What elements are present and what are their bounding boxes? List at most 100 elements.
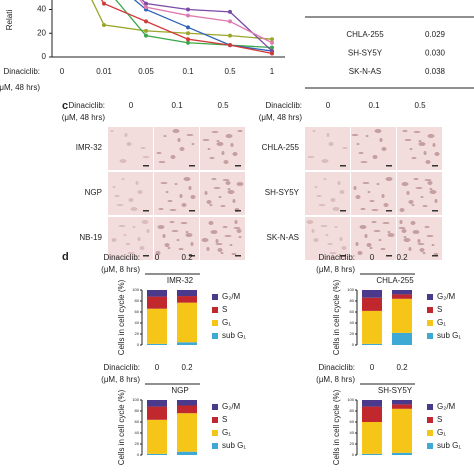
y-axis-label: Cells in cell cycle (%) — [117, 279, 126, 355]
data-point — [186, 40, 190, 45]
cell — [233, 227, 241, 229]
dose-label: 0.5 — [217, 101, 229, 110]
treatment-unit: (μM, 48 hrs) — [0, 83, 40, 92]
bar-segment — [362, 406, 382, 422]
scale-bar — [189, 255, 195, 257]
treatment-unit: (μM, 48 hrs) — [62, 113, 106, 122]
treatment-label: Dinaciclib: — [319, 363, 355, 372]
bar-segment — [177, 400, 197, 406]
cell — [186, 134, 194, 136]
legend-swatch — [212, 404, 218, 410]
chart-title: SH-SY5Y — [378, 386, 413, 395]
cell — [371, 221, 377, 223]
cell — [208, 221, 214, 225]
cell — [130, 207, 138, 211]
cell — [357, 251, 363, 255]
data-line — [141, 0, 273, 52]
legend-label: sub G₁ — [437, 331, 461, 340]
line-series-group — [91, 0, 274, 56]
treatment-label: Dinaciclib: — [69, 101, 105, 110]
data-point — [270, 40, 274, 45]
micrograph — [200, 127, 245, 170]
cell — [181, 203, 187, 207]
cell-line-label: NGP — [85, 188, 102, 197]
x-tick-label: 0.2 — [181, 363, 193, 372]
treatment-label: Dinaciclib: — [266, 101, 302, 110]
bar-segment — [147, 419, 167, 454]
cell — [218, 196, 222, 198]
cell — [320, 225, 328, 227]
cell — [137, 190, 143, 194]
micrograph — [108, 127, 153, 170]
cell — [417, 243, 425, 245]
legend-label: G₂/M — [437, 402, 456, 411]
cell — [325, 234, 329, 236]
cell — [371, 209, 379, 211]
cell — [429, 190, 437, 194]
cell — [429, 188, 433, 190]
cell — [420, 196, 424, 198]
cell — [314, 186, 318, 188]
legend-label: G₁ — [222, 428, 231, 437]
data-point — [228, 9, 232, 14]
y-tick-label: 60 — [135, 309, 140, 314]
legend-label: sub G₁ — [222, 441, 246, 450]
cell — [383, 203, 389, 207]
cell — [358, 152, 364, 154]
data-point — [102, 22, 106, 27]
cell — [427, 181, 433, 185]
cell — [431, 244, 435, 246]
cell-line-label: SK-N-AS — [267, 233, 299, 242]
data-point — [270, 51, 274, 56]
data-point — [102, 1, 106, 6]
legend-swatch — [427, 294, 433, 300]
cell — [174, 183, 178, 185]
x-tick-label: 0 — [370, 253, 375, 262]
scale-bar — [340, 210, 346, 212]
cell — [222, 179, 230, 181]
cell — [215, 239, 219, 243]
bar-segment — [177, 296, 197, 303]
cell — [367, 191, 371, 193]
data-line — [139, 0, 273, 44]
cell — [206, 247, 210, 251]
cell — [139, 246, 145, 250]
cell — [332, 207, 340, 211]
y-tick-label: 40 — [135, 430, 140, 435]
cell — [401, 229, 407, 233]
y-tick-label: 0 — [137, 342, 140, 347]
cell — [112, 186, 116, 188]
data-point — [270, 37, 274, 42]
bar-segment — [177, 405, 197, 414]
cell — [220, 205, 226, 207]
cell — [373, 230, 381, 232]
bar-segment — [392, 452, 412, 455]
cell — [380, 248, 386, 250]
micrograph — [305, 217, 350, 260]
cell — [353, 186, 357, 190]
y-tick-label: 40 — [37, 5, 46, 14]
scale-bar — [143, 165, 149, 167]
y-tick-label: 100 — [132, 397, 139, 402]
cell — [402, 130, 408, 132]
legend-swatch — [212, 333, 218, 339]
legend-swatch — [427, 443, 433, 449]
cell — [318, 204, 326, 206]
cell — [124, 133, 128, 137]
cell — [225, 134, 233, 138]
cell — [365, 135, 369, 137]
cell — [188, 186, 192, 190]
cell — [229, 244, 233, 246]
bar-segment — [147, 308, 167, 344]
cell — [403, 236, 407, 238]
cell — [385, 177, 393, 181]
cell — [158, 208, 164, 210]
cell — [425, 160, 431, 164]
cell — [215, 243, 223, 245]
cell — [225, 181, 231, 185]
x-tick-label: 0 — [60, 67, 65, 76]
data-point — [186, 7, 190, 12]
cell — [342, 147, 348, 149]
data-point — [144, 5, 148, 10]
